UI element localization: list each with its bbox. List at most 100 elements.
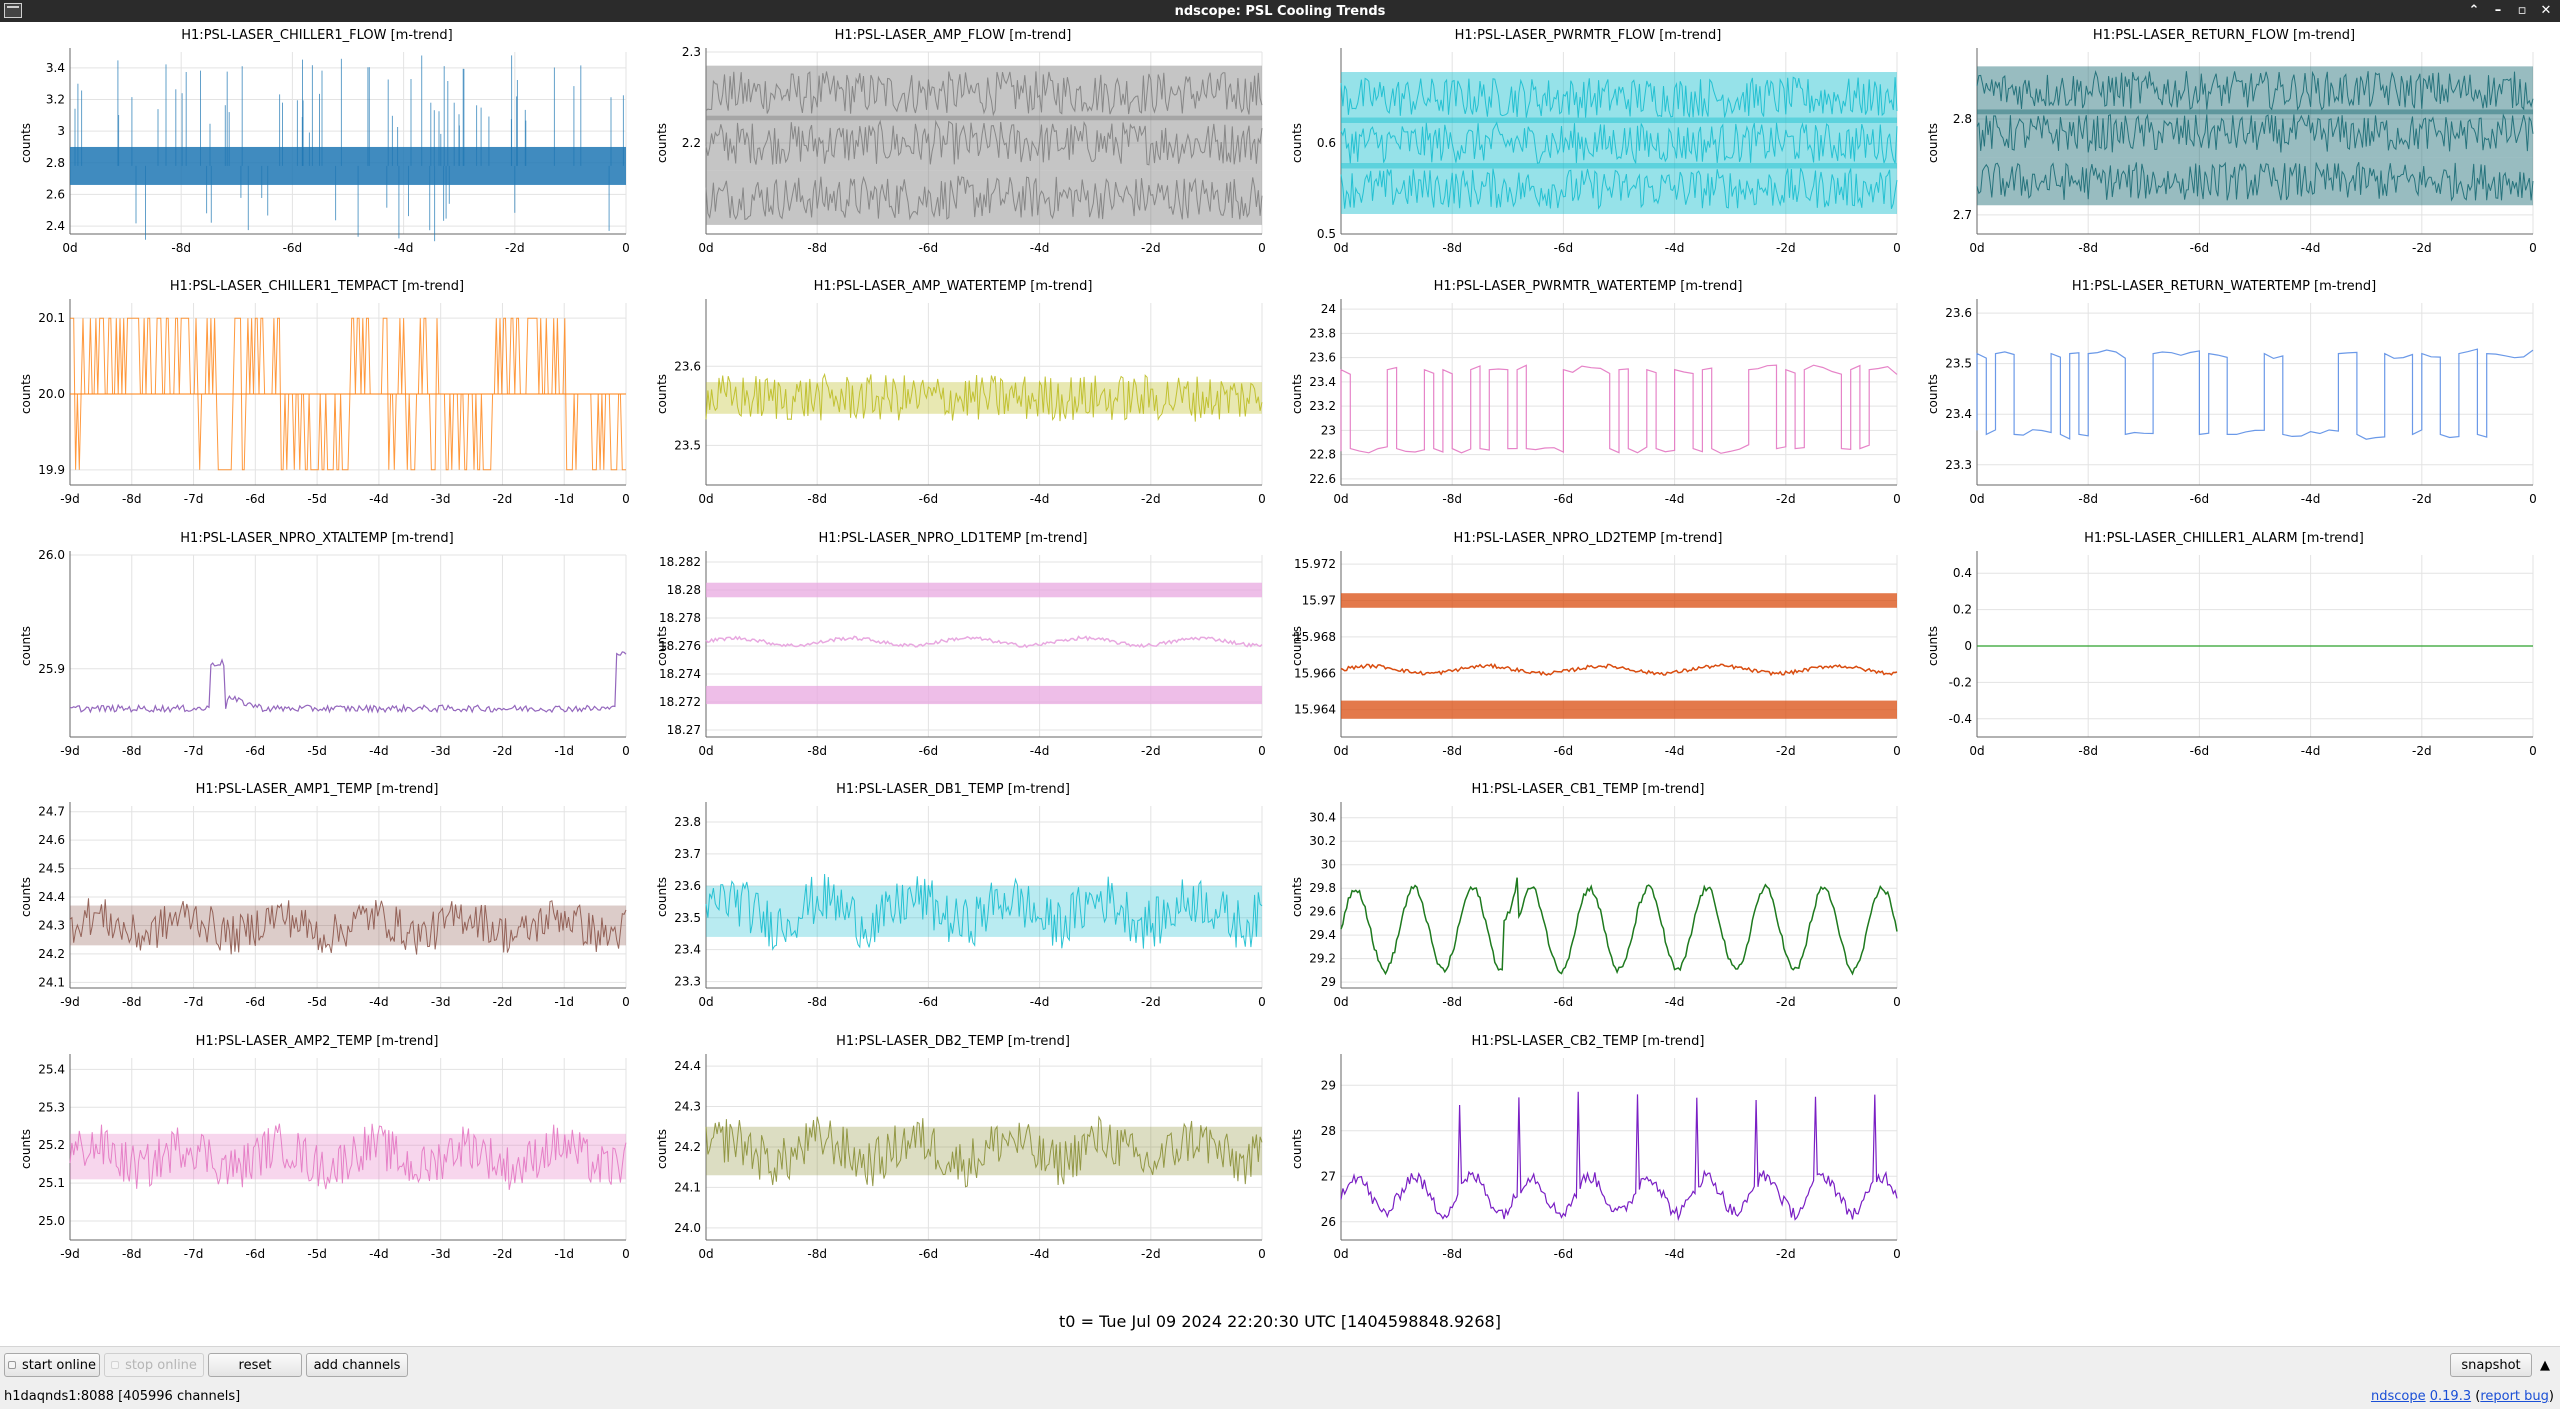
plot-chiller1-alarm[interactable]: H1:PSL-LASER_CHILLER1_ALARM [m-trend] -0.… — [1907, 525, 2541, 773]
trace-band — [1341, 700, 1897, 719]
plot-db2-temp[interactable]: H1:PSL-LASER_DB2_TEMP [m-trend] 24.0 24.1 2… — [636, 1028, 1270, 1276]
y-tick-label: 29 — [1321, 975, 1336, 989]
x-tick-label: -2d — [1776, 492, 1796, 506]
minimize-icon[interactable]: – — [2494, 3, 2502, 18]
plot-canvas[interactable]: 29 29.2 29.4 29.6 29.8 30 30.2 30.4 0d -8d -6d -4d -… — [1271, 776, 1905, 1024]
x-tick-label: -6d — [919, 744, 939, 758]
y-tick-label: 30 — [1321, 858, 1336, 872]
plot-canvas[interactable]: 2.7 2.8 0d -8d -6d -4d -2d 0 counts — [1907, 22, 2541, 270]
plot-pwrmtr-flow[interactable]: H1:PSL-LASER_PWRMTR_FLOW [m-trend] 0.5 0.6… — [1271, 22, 1905, 270]
plot-chiller1-flow[interactable]: H1:PSL-LASER_CHILLER1_FLOW [m-trend] 2.4 2… — [0, 22, 634, 270]
x-tick-label: -6d — [246, 492, 266, 506]
plot-canvas[interactable]: 24.0 24.1 24.2 24.3 24.4 0d -8d -6d -4d -2d 0 count… — [636, 1028, 1270, 1276]
y-tick-label: 30.4 — [1309, 811, 1336, 825]
x-tick-label: -4d — [1665, 995, 1685, 1009]
plot-canvas[interactable]: 23.3 23.4 23.5 23.6 23.7 23.8 0d -8d -6d -4d -2d 0 c… — [636, 776, 1270, 1024]
plot-title: H1:PSL-LASER_AMP_WATERTEMP [m-trend] — [813, 279, 1093, 294]
x-tick-label: 0d — [1333, 1247, 1348, 1261]
x-tick-label: 0 — [1893, 492, 1901, 506]
plot-npro-ld1temp[interactable]: H1:PSL-LASER_NPRO_LD1TEMP [m-trend] 18.27… — [636, 525, 1270, 773]
add-channels-button[interactable]: add channels — [306, 1353, 408, 1377]
x-tick-label: -5d — [307, 492, 327, 506]
plot-canvas[interactable]: 26 27 28 29 0d -8d -6d -4d -2d 0 counts — [1271, 1028, 1905, 1276]
x-tick-label: -2d — [1776, 241, 1796, 255]
plot-cb1-temp[interactable]: H1:PSL-LASER_CB1_TEMP [m-trend] 29 29.2 29.… — [1271, 776, 1905, 1024]
x-tick-label: -4d — [394, 241, 414, 255]
keep-above-icon[interactable]: ⌃ — [2468, 3, 2480, 18]
t0-label: t0 = Tue Jul 09 2024 22:20:30 UTC [14045… — [1059, 1312, 1501, 1331]
x-tick-label: 0d — [1333, 995, 1348, 1009]
maximize-icon[interactable]: ▫ — [2517, 3, 2527, 18]
plot-canvas[interactable]: 2.2 2.3 0d -8d -6d -4d -2d 0 counts — [636, 22, 1270, 270]
y-tick-label: 24.0 — [674, 1221, 701, 1235]
plot-pwrmtr-watertemp[interactable]: H1:PSL-LASER_PWRMTR_WATERTEMP [m-trend] 2… — [1271, 273, 1905, 521]
x-tick-label: -8d — [1442, 995, 1462, 1009]
y-axis-label: counts — [1926, 123, 1940, 163]
version-link[interactable]: 0.19.3 — [2429, 1389, 2472, 1404]
snapshot-button[interactable]: snapshot — [2450, 1353, 2532, 1377]
trace-npro-xtaltemp — [69, 651, 627, 714]
plot-cb2-temp[interactable]: H1:PSL-LASER_CB2_TEMP [m-trend] 26 27 28 29 0… — [1271, 1028, 1905, 1276]
y-tick-label: 29.4 — [1309, 928, 1336, 942]
plot-amp1-temp[interactable]: H1:PSL-LASER_AMP1_TEMP [m-trend] 24.1 24.2… — [0, 776, 634, 1024]
reset-button[interactable]: reset — [208, 1353, 302, 1377]
plot-amp-flow[interactable]: H1:PSL-LASER_AMP_FLOW [m-trend] 2.2 2.3 0d -… — [636, 22, 1270, 270]
plot-canvas[interactable]: 18.27 18.272 18.274 18.276 18.278 18.28 18.282… — [636, 525, 1270, 773]
y-tick-label: 0 — [1964, 639, 1972, 653]
x-tick-label: -4d — [1030, 1247, 1050, 1261]
ndscope-link[interactable]: ndscope — [2370, 1389, 2426, 1404]
x-tick-label: -4d — [369, 744, 389, 758]
plot-title: H1:PSL-LASER_DB2_TEMP [m-trend] — [836, 1034, 1070, 1049]
plot-title: H1:PSL-LASER_CB2_TEMP [m-trend] — [1471, 1034, 1705, 1049]
plot-return-flow[interactable]: H1:PSL-LASER_RETURN_FLOW [m-trend] 2.7 2.8… — [1907, 22, 2541, 270]
plot-canvas[interactable]: -0.4 -0.2 0 0.2 0.4 0d -8d -6d -4d -2d 0 counts — [1907, 525, 2541, 773]
y-tick-label: 25.3 — [38, 1100, 65, 1114]
plot-canvas[interactable]: 19.9 20.0 20.1 -9d -8d -7d -6d -5d -4d -3d -2d -1d 0… — [0, 273, 634, 521]
y-axis-label: counts — [655, 374, 669, 414]
trace-line — [705, 635, 1263, 649]
expand-arrow-icon[interactable]: ▲ — [2540, 1357, 2550, 1373]
close-icon[interactable]: ✕ — [2540, 3, 2552, 18]
plot-amp2-temp[interactable]: H1:PSL-LASER_AMP2_TEMP [m-trend] 25.0 25.1… — [0, 1028, 634, 1276]
y-tick-label: -0.4 — [1949, 712, 1972, 726]
x-tick-label: -6d — [1554, 995, 1574, 1009]
plot-canvas[interactable]: 22.6 22.8 23 23.2 23.4 23.6 23.8 24 0d -8d -6d -4d -… — [1271, 273, 1905, 521]
report-bug-link[interactable]: report bug — [2480, 1389, 2549, 1404]
x-tick-label: 0d — [698, 995, 713, 1009]
x-tick-label: -8d — [807, 1247, 827, 1261]
x-tick-label: -8d — [807, 241, 827, 255]
y-tick-label: 0.4 — [1953, 566, 1972, 580]
plot-canvas[interactable]: 25.0 25.1 25.2 25.3 25.4 -9d -8d -7d -6d -5d -4d -3… — [0, 1028, 634, 1276]
x-tick-label: 0 — [1258, 492, 1266, 506]
x-tick-label: -8d — [122, 492, 142, 506]
plot-chiller1-tempact[interactable]: H1:PSL-LASER_CHILLER1_TEMPACT [m-trend] 1… — [0, 273, 634, 521]
y-tick-label: 19.9 — [38, 463, 65, 477]
plot-canvas[interactable]: 2.4 2.6 2.8 3 3.2 3.4 0d -8d -6d -4d -2d 0 counts — [0, 22, 634, 270]
x-tick-label: 0d — [1333, 492, 1348, 506]
x-tick-label: -5d — [307, 995, 327, 1009]
plot-canvas[interactable]: 25.9 26.0 -9d -8d -7d -6d -5d -4d -3d -2d -1d 0 coun… — [0, 525, 634, 773]
plot-db1-temp[interactable]: H1:PSL-LASER_DB1_TEMP [m-trend] 23.3 23.4 2… — [636, 776, 1270, 1024]
plot-return-watertemp[interactable]: H1:PSL-LASER_RETURN_WATERTEMP [m-trend] 2… — [1907, 273, 2541, 521]
x-tick-label: -9d — [60, 744, 80, 758]
y-tick-label: 18.274 — [659, 667, 701, 681]
plot-amp-watertemp[interactable]: H1:PSL-LASER_AMP_WATERTEMP [m-trend] 23.5… — [636, 273, 1270, 521]
x-tick-label: -2d — [1776, 1247, 1796, 1261]
app-icon[interactable] — [4, 3, 22, 18]
y-tick-label: 2.2 — [682, 136, 701, 150]
plot-canvas[interactable]: 0.5 0.6 0d -8d -6d -4d -2d 0 counts — [1271, 22, 1905, 270]
y-tick-label: 25.9 — [38, 662, 65, 676]
start-online-button[interactable]: start online — [4, 1353, 100, 1377]
x-tick-label: 0 — [622, 492, 630, 506]
plot-canvas[interactable]: 15.964 15.966 15.968 15.97 15.972 0d -8d -6d -4d… — [1271, 525, 1905, 773]
plot-canvas[interactable]: 24.1 24.2 24.3 24.4 24.5 24.6 24.7 -9d -8d -7d -6d… — [0, 776, 634, 1024]
plot-canvas[interactable]: 23.3 23.4 23.5 23.6 0d -8d -6d -4d -2d 0 counts — [1907, 273, 2541, 521]
plot-npro-xtaltemp[interactable]: H1:PSL-LASER_NPRO_XTALTEMP [m-trend] 25.9… — [0, 525, 634, 773]
x-tick-label: -6d — [283, 241, 303, 255]
plot-canvas[interactable]: 23.5 23.6 0d -8d -6d -4d -2d 0 counts — [636, 273, 1270, 521]
y-tick-label: 30.2 — [1309, 834, 1336, 848]
y-tick-label: 25.2 — [38, 1138, 65, 1152]
trace-line — [69, 651, 627, 714]
trace-npro-ld1temp — [705, 582, 1263, 705]
plot-npro-ld2temp[interactable]: H1:PSL-LASER_NPRO_LD2TEMP [m-trend] 15.96… — [1271, 525, 1905, 773]
